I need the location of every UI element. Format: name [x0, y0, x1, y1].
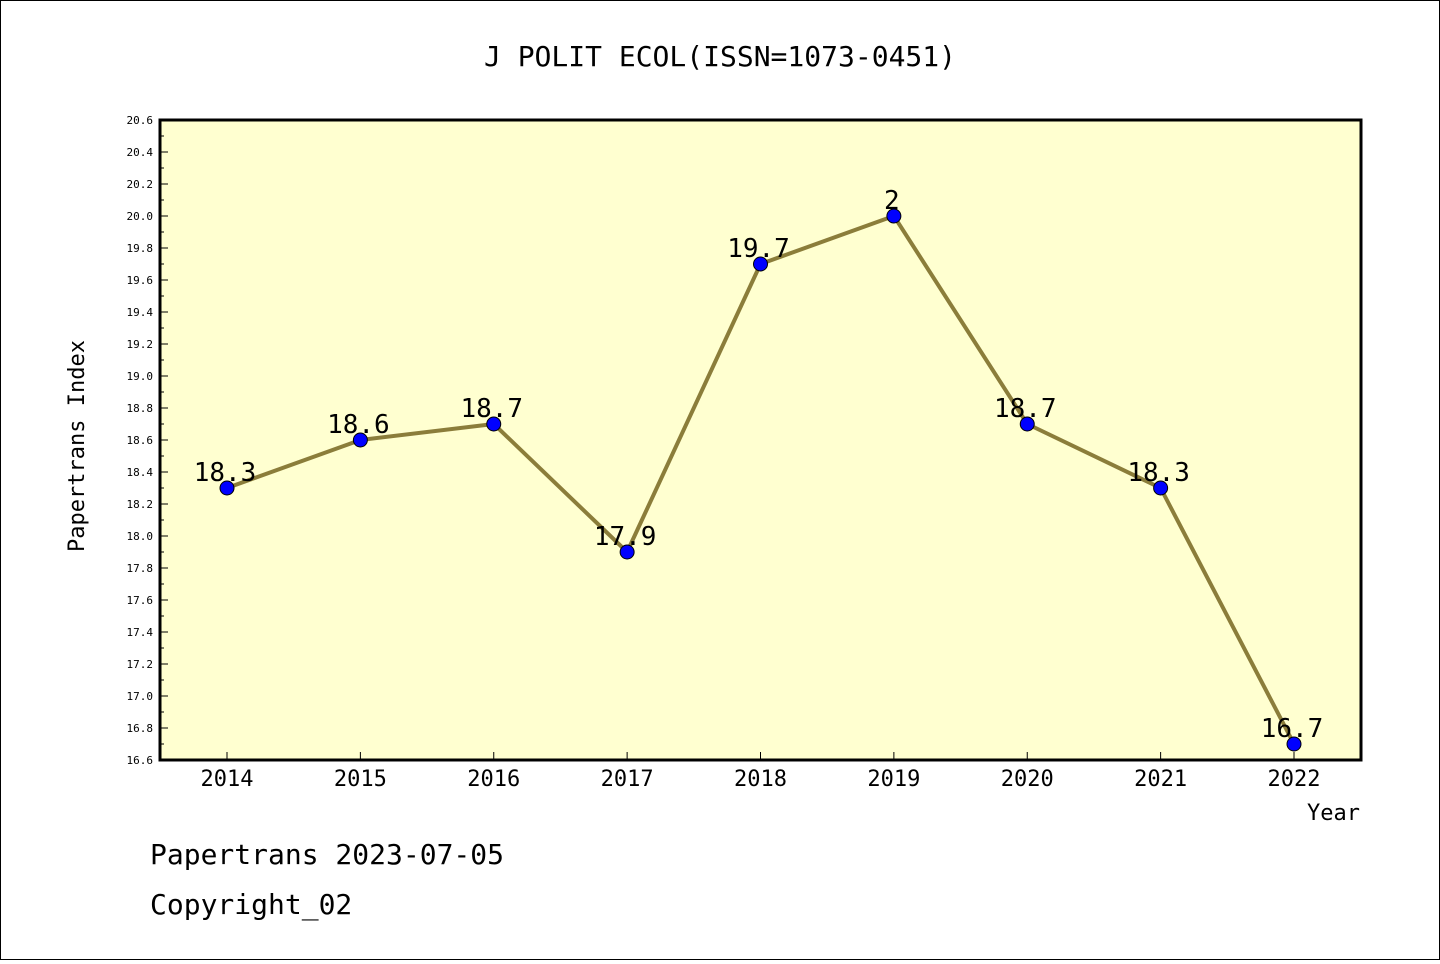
x-tick-label: 2021 [1134, 767, 1187, 792]
x-tick-label: 2018 [734, 767, 787, 792]
x-tick-label: 2014 [201, 767, 254, 792]
data-point [1153, 480, 1169, 496]
footer-date: Papertrans 2023-07-05 [150, 838, 504, 871]
y-tick-label: 19.2 [127, 338, 154, 351]
y-tick-label: 20.0 [127, 210, 154, 223]
data-point [886, 208, 902, 224]
y-axis-label: Papertrans Index [65, 340, 90, 552]
x-axis-label: Year [1307, 801, 1360, 826]
y-tick-label: 17.0 [127, 690, 154, 703]
data-label: 18.3 [1127, 458, 1190, 488]
data-point [1019, 416, 1035, 432]
y-tick-label: 17.2 [127, 658, 154, 671]
y-tick-label: 17.6 [127, 594, 154, 607]
data-point [619, 544, 635, 560]
x-tick-label: 2017 [601, 767, 654, 792]
y-tick-label: 18.8 [127, 402, 154, 415]
data-point [486, 416, 502, 432]
y-tick-label: 17.4 [127, 626, 154, 639]
y-tick-label: 18.6 [127, 434, 154, 447]
data-label: 17.9 [594, 522, 657, 552]
y-tick-label: 19.8 [127, 242, 154, 255]
x-tick-label: 2022 [1268, 767, 1321, 792]
data-point [753, 256, 768, 272]
y-tick-label: 19.4 [127, 306, 154, 319]
data-label: 2 [884, 186, 900, 216]
x-tick-label: 2016 [467, 767, 520, 792]
y-tick-label: 16.6 [127, 754, 154, 767]
y-tick-label: 20.6 [127, 114, 154, 127]
y-tick-label: 20.4 [127, 146, 154, 159]
x-tick-label: 2015 [334, 767, 387, 792]
data-point [1286, 736, 1302, 752]
x-axis-ticks: 2014 2015 2016 2017 2018 2019 2020 2021 2022 [201, 752, 1321, 792]
data-label: 19.7 [727, 234, 790, 264]
y-tick-label: 19.6 [127, 274, 154, 287]
y-tick-label: 18.4 [127, 466, 154, 479]
data-label: 18.6 [327, 410, 390, 440]
data-label: 18.3 [194, 458, 257, 488]
data-label: 18.7 [460, 394, 523, 424]
data-label: 16.7 [1261, 714, 1324, 744]
y-tick-label: 20.2 [127, 178, 154, 191]
y-tick-label: 17.8 [127, 562, 154, 575]
footer-copyright: Copyright_02 [150, 888, 352, 922]
plot-area [160, 120, 1361, 760]
chart-title: J POLIT ECOL(ISSN=1073-0451) [484, 40, 956, 73]
x-tick-label: 2020 [1001, 767, 1054, 792]
y-tick-label: 19.0 [127, 370, 154, 383]
data-point [352, 432, 368, 448]
y-tick-label: 16.8 [127, 722, 154, 735]
series-layer: 18.3 18.6 18.7 17.9 19.7 2 18.7 18.3 16.7 [194, 186, 1324, 752]
data-point [219, 480, 235, 496]
plot-frame [158, 118, 1363, 762]
x-tick-label: 2019 [867, 767, 920, 792]
y-tick-label: 18.2 [127, 498, 154, 511]
y-tick-label: 18.0 [127, 530, 154, 543]
data-label: 18.7 [994, 394, 1057, 424]
